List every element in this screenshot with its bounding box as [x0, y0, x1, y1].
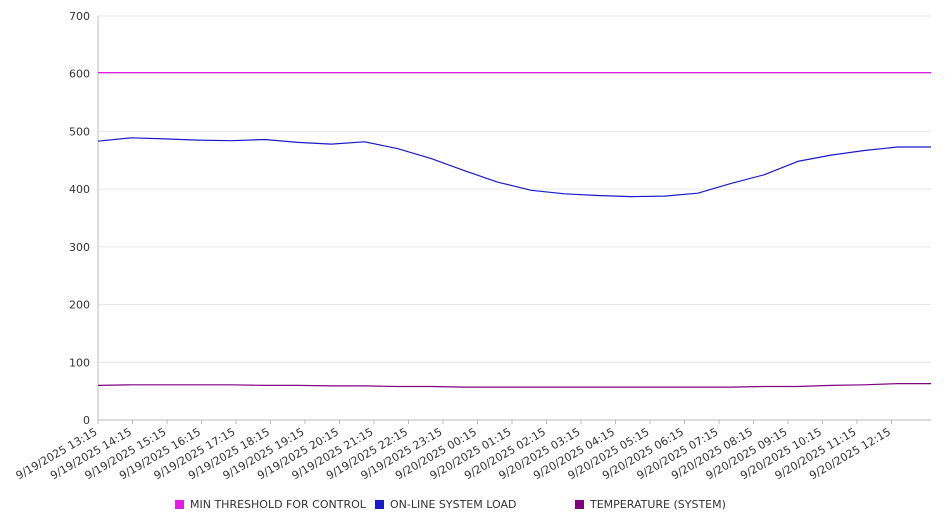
- gridlines: [98, 15, 931, 363]
- axes: [97, 16, 931, 424]
- y-tick-label: 100: [69, 356, 90, 369]
- y-tick-label: 700: [69, 10, 90, 23]
- y-tick-label: 500: [69, 125, 90, 138]
- legend-item-system-load[interactable]: ON-LINE SYSTEM LOAD: [375, 498, 516, 511]
- y-tick-label: 300: [69, 241, 90, 254]
- series-line-2[interactable]: [97, 383, 931, 388]
- series-line-1[interactable]: [97, 137, 931, 198]
- y-tick-label: 600: [69, 68, 90, 81]
- legend-item-min-threshold[interactable]: MIN THRESHOLD FOR CONTROL: [175, 498, 366, 511]
- y-tick-labels: 0 100 200 300 400 500 600 700: [69, 10, 90, 427]
- legend-item-temperature[interactable]: TEMPERATURE (SYSTEM): [575, 498, 726, 511]
- x-tick-labels: 9/19/2025 13:159/19/2025 14:159/19/2025 …: [14, 425, 893, 482]
- y-tick-label: 200: [69, 299, 90, 312]
- y-tick-label: 0: [83, 414, 90, 427]
- legend-label-min-threshold: MIN THRESHOLD FOR CONTROL: [190, 498, 366, 511]
- legend-swatch-system-load: [375, 500, 384, 509]
- legend-label-system-load: ON-LINE SYSTEM LOAD: [390, 498, 517, 511]
- legend: MIN THRESHOLD FOR CONTROL ON-LINE SYSTEM…: [0, 498, 946, 514]
- legend-swatch-temperature: [575, 500, 584, 509]
- legend-swatch-min-threshold: [175, 500, 184, 509]
- legend-label-temperature: TEMPERATURE (SYSTEM): [590, 498, 726, 511]
- y-tick-label: 400: [69, 183, 90, 196]
- series-lines: [97, 71, 931, 388]
